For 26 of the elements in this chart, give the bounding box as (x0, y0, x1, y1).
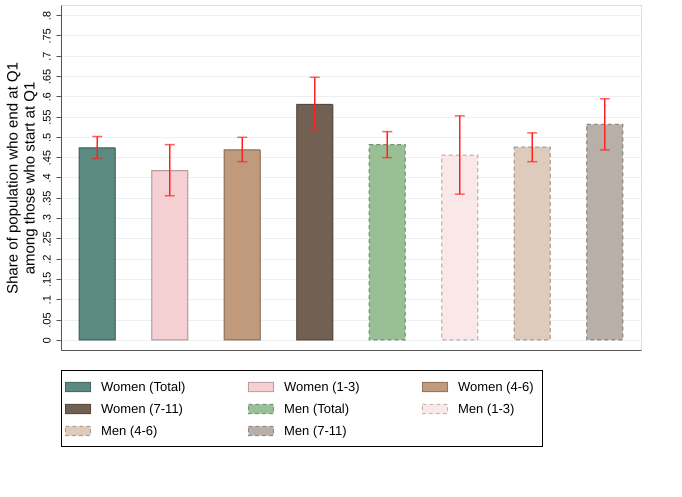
y-tick-label: .2 (42, 254, 54, 264)
legend-label: Women (1-3) (284, 379, 360, 394)
y-tick-label: .35 (42, 190, 54, 206)
y-tick-label: .4 (42, 173, 54, 183)
y-tick-label: .45 (42, 150, 54, 166)
y-tick-label: .6 (42, 92, 54, 102)
y-tick-label: .8 (42, 11, 54, 20)
y-axis-title: Share of population who end at Q1 among those who start at Q1 (4, 62, 38, 294)
y-tick-label: .5 (42, 132, 54, 142)
y-tick-label: .65 (42, 68, 54, 84)
y-tick-label: .05 (42, 312, 54, 328)
y-tick-label: 0 (42, 337, 54, 344)
legend-label: Women (Total) (101, 379, 186, 394)
legend-label: Women (4-6) (458, 379, 534, 394)
legend-label: Women (7-11) (101, 401, 183, 416)
y-tick-label: .25 (42, 231, 54, 247)
y-tick-label: .55 (42, 109, 54, 125)
legend-label: Men (7-11) (284, 423, 347, 438)
y-tick-label: .3 (42, 214, 54, 224)
legend-label: Men (1-3) (458, 401, 514, 416)
y-tick-label: .75 (42, 28, 54, 44)
y-tick-label: .7 (42, 52, 54, 61)
legend-label: Men (4-6) (101, 423, 158, 438)
legend-label: Men (Total) (284, 401, 350, 416)
y-tick-label: .15 (42, 272, 54, 288)
y-tick-label: .1 (42, 295, 54, 304)
